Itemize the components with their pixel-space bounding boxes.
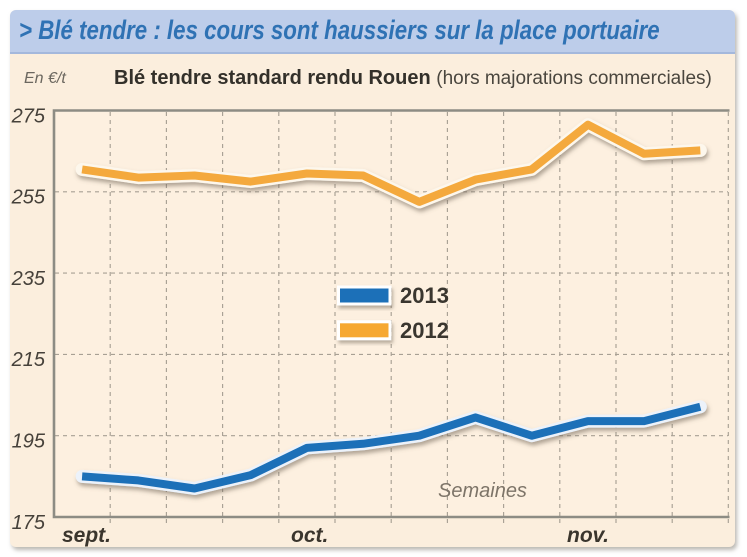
svg-text:oct.: oct.: [291, 524, 328, 547]
svg-text:sept.: sept.: [62, 524, 111, 547]
svg-text:195: 195: [12, 431, 46, 453]
svg-text:175: 175: [12, 512, 46, 534]
svg-text:2013: 2013: [400, 283, 449, 308]
svg-text:nov.: nov.: [567, 524, 609, 547]
svg-text:2012: 2012: [400, 318, 449, 343]
svg-text:215: 215: [11, 349, 46, 371]
svg-text:255: 255: [11, 187, 46, 209]
svg-text:235: 235: [11, 268, 46, 290]
svg-text:Semaines: Semaines: [438, 480, 527, 502]
svg-text:275: 275: [11, 105, 46, 127]
